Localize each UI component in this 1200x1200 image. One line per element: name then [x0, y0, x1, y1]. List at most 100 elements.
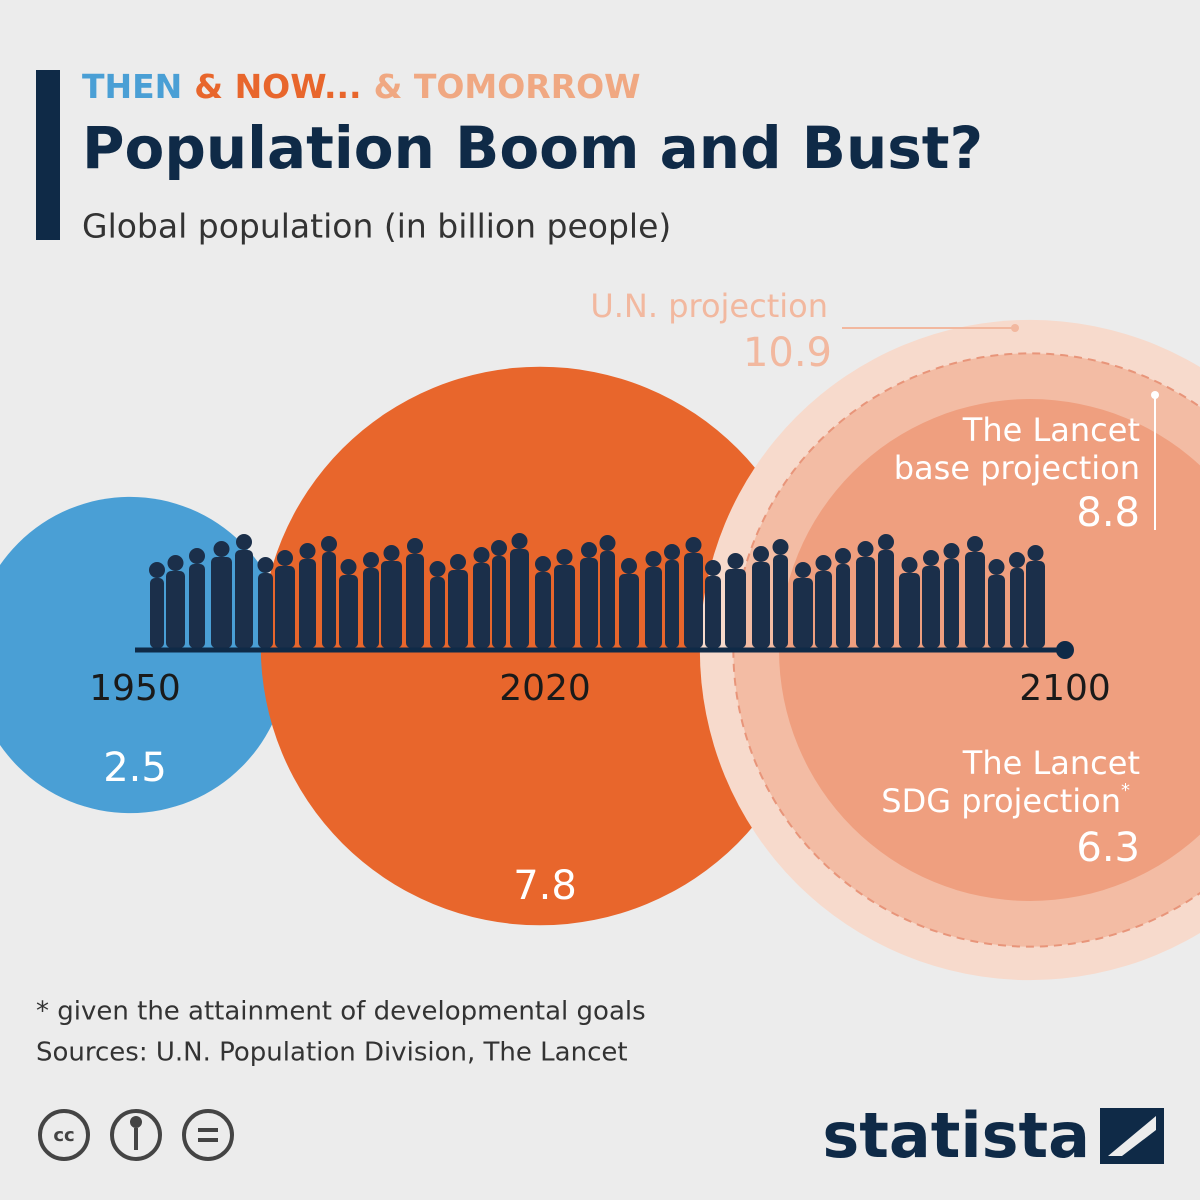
- silhouette-head: [556, 549, 573, 565]
- silhouette-body: [878, 550, 894, 648]
- kicker: THEN & NOW... & TOMORROW: [82, 67, 641, 106]
- silhouette-body: [793, 578, 813, 648]
- projection-value: 10.9: [743, 330, 832, 376]
- year-label: 2020: [499, 668, 591, 709]
- silhouette-head: [857, 541, 874, 557]
- silhouette-head: [923, 550, 939, 566]
- silhouette-body: [773, 555, 788, 648]
- silhouette-body: [473, 563, 490, 648]
- silhouette-head: [321, 536, 337, 552]
- silhouette-head: [815, 555, 832, 571]
- timeline-end: [1056, 641, 1074, 659]
- silhouette-head: [988, 559, 1005, 575]
- silhouette-body: [510, 549, 529, 648]
- year-label: 1950: [89, 668, 181, 709]
- silhouette-head: [299, 543, 316, 559]
- silhouette-head: [1009, 552, 1025, 568]
- silhouette-head: [189, 548, 205, 564]
- silhouette-head: [236, 534, 252, 550]
- leader-dot: [1151, 391, 1159, 399]
- silhouette-body: [815, 571, 832, 648]
- silhouette-head: [967, 536, 983, 552]
- silhouette-head: [621, 558, 637, 574]
- projection-label: U.N. projection: [590, 287, 828, 325]
- chart-title: Population Boom and Bust?: [82, 114, 983, 182]
- silhouette-body: [430, 577, 445, 648]
- silhouette-head: [340, 559, 357, 575]
- silhouette-head: [599, 535, 616, 551]
- silhouette-body: [258, 573, 273, 648]
- brand-logo: [1100, 1108, 1164, 1164]
- silhouette-body: [580, 558, 598, 648]
- silhouette-body: [235, 550, 253, 648]
- silhouette-head: [727, 553, 744, 569]
- silhouette-body: [899, 573, 920, 648]
- license-icons: [38, 1109, 234, 1161]
- silhouette-body: [836, 564, 850, 648]
- silhouette-head: [257, 557, 274, 573]
- silhouette-body: [988, 575, 1005, 648]
- value-label: 2.5: [103, 745, 167, 791]
- silhouette-head: [645, 551, 662, 567]
- silhouette-body: [600, 551, 615, 648]
- silhouette-body: [448, 570, 468, 648]
- silhouette-body: [922, 566, 940, 648]
- silhouette-head: [705, 560, 721, 576]
- silhouette-body: [492, 556, 506, 648]
- chart-subtitle: Global population (in billion people): [82, 207, 671, 246]
- silhouette-head: [878, 534, 894, 550]
- silhouette-head: [407, 538, 423, 554]
- silhouette-head: [149, 562, 165, 578]
- projection-value: 8.8: [1076, 490, 1140, 536]
- silhouette-head: [473, 547, 490, 563]
- silhouette-body: [150, 578, 164, 648]
- silhouette-head: [795, 562, 811, 578]
- silhouette-body: [189, 564, 205, 648]
- kicker-part: THEN: [82, 67, 182, 106]
- crowd: [149, 533, 1045, 648]
- projection-label: The Lancet: [962, 411, 1140, 449]
- silhouette-head: [450, 554, 466, 570]
- leader-dot: [1011, 324, 1019, 332]
- projection-value: 6.3: [1076, 825, 1140, 871]
- silhouette-body: [275, 566, 295, 648]
- projection-label: The Lancet: [962, 744, 1140, 782]
- silhouette-body: [406, 554, 424, 648]
- silhouette-body: [645, 567, 662, 648]
- silhouette-body: [1026, 561, 1045, 648]
- silhouette-body: [535, 572, 551, 648]
- silhouette-head: [429, 561, 446, 577]
- silhouette-head: [167, 555, 184, 571]
- cc-icon: cc: [53, 1125, 74, 1146]
- silhouette-body: [211, 557, 232, 648]
- silhouette-head: [772, 539, 789, 555]
- projection-label: base projection: [894, 449, 1140, 487]
- source: Sources: U.N. Population Division, The L…: [36, 1038, 628, 1068]
- silhouette-head: [363, 552, 379, 568]
- silhouette-head: [835, 548, 851, 564]
- silhouette-body: [322, 552, 336, 648]
- silhouette-head: [943, 543, 960, 559]
- silhouette-head: [901, 557, 918, 573]
- projection-label-text: The Lancet: [962, 744, 1140, 782]
- silhouette-body: [725, 569, 746, 648]
- silhouette-body: [684, 553, 703, 648]
- silhouette-body: [381, 561, 402, 648]
- silhouette-body: [166, 571, 185, 648]
- silhouette-head: [511, 533, 528, 549]
- silhouette-body: [299, 559, 316, 648]
- brand: statista: [822, 1099, 1090, 1172]
- value-label: 7.8: [513, 863, 577, 909]
- silhouette-head: [685, 537, 702, 553]
- silhouette-head: [1027, 545, 1044, 561]
- projection-label-text: SDG projection: [881, 782, 1121, 820]
- projection-label-text: base projection: [894, 449, 1140, 487]
- silhouette-head: [753, 546, 769, 562]
- silhouette-head: [213, 541, 230, 557]
- footnote-marker: *: [1121, 780, 1130, 801]
- silhouette-body: [1010, 568, 1024, 648]
- silhouette-head: [383, 545, 400, 561]
- silhouette-body: [944, 559, 959, 648]
- kicker-part: & NOW...: [194, 67, 361, 106]
